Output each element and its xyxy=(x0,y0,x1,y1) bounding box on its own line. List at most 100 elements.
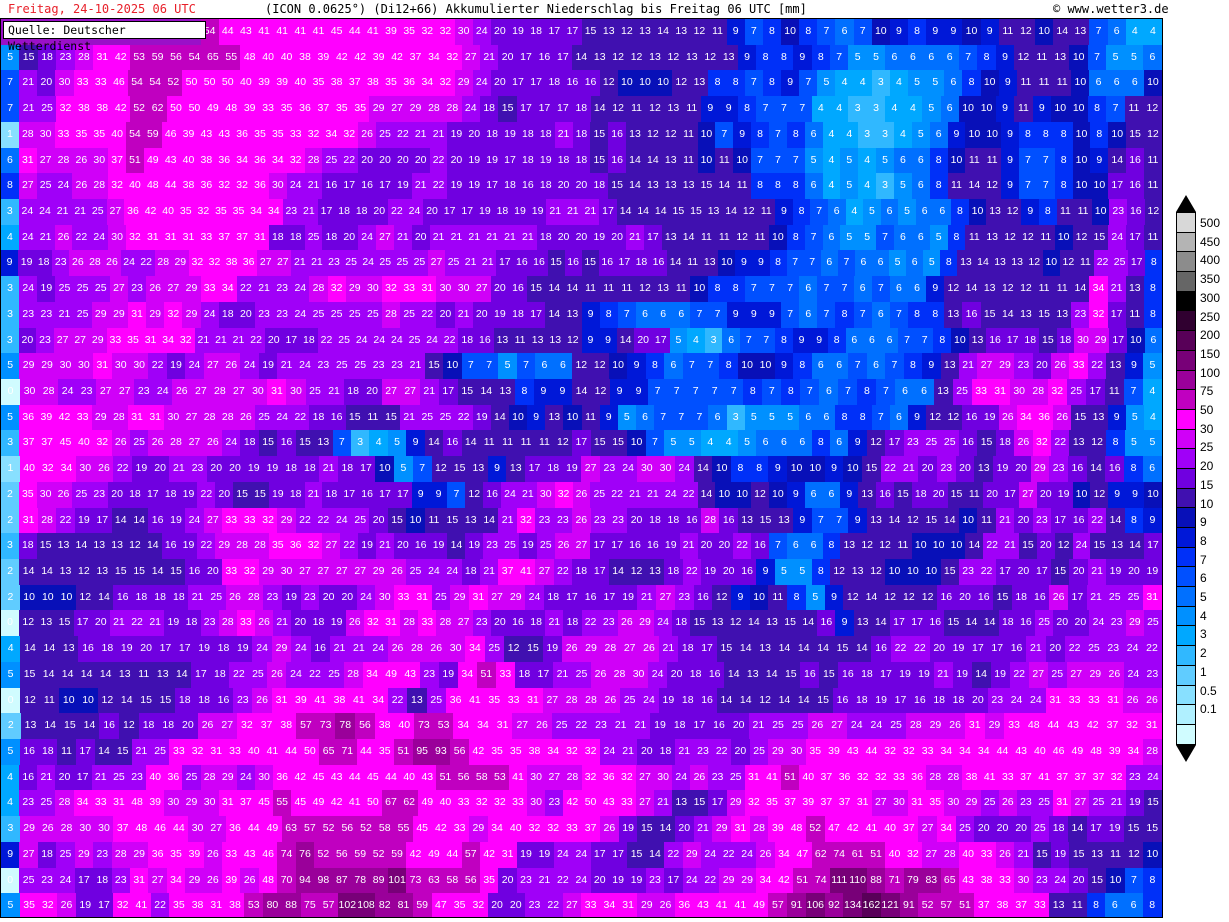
precip-value: 7 xyxy=(786,250,804,277)
precip-value: 20 xyxy=(91,610,110,637)
precip-value: 22 xyxy=(719,841,738,868)
precip-value: 11 xyxy=(977,507,996,534)
precip-value: 34 xyxy=(457,661,477,688)
precip-value: 13 xyxy=(983,224,1002,251)
precip-value: 6 xyxy=(635,301,655,328)
precip-value: 17 xyxy=(93,507,112,534)
precip-value: 16 xyxy=(876,481,894,508)
precip-value: 21 xyxy=(630,713,651,739)
precip-value: 53 xyxy=(129,44,149,71)
precip-value: 7 xyxy=(744,276,763,302)
precip-value: 31 xyxy=(1103,687,1123,714)
precip-value: 24 xyxy=(370,327,389,354)
precip-value: 24 xyxy=(185,507,204,534)
grid-row: 6 31 27 28 26 30 37 51 49 43 40 38 36 34 36 34 32 28 25 22 2… xyxy=(1,147,1162,174)
legend-swatch xyxy=(1176,449,1196,469)
precip-value: 17 xyxy=(600,584,619,611)
precip-value: 7 xyxy=(871,404,890,431)
precip-value: 15 xyxy=(781,661,801,688)
precip-value: 93 xyxy=(431,739,451,765)
precip-value: 21 xyxy=(564,199,582,225)
precip-value: 8 xyxy=(835,404,854,431)
grid-row: 0 30 28 24 23 27 27 23 24 26 27 28 27 30 31 30 25 21 18 20 2… xyxy=(1,379,1162,405)
precip-value: 20 xyxy=(358,147,377,174)
precip-value: 31 xyxy=(1142,584,1162,611)
precip-value: 37 xyxy=(1071,764,1090,791)
precip-value: 7 xyxy=(1106,96,1125,122)
precip-value: 9 xyxy=(1126,481,1144,508)
precip-value: 10 xyxy=(1143,70,1162,97)
precip-value: 71 xyxy=(885,867,904,894)
precip-value: 28 xyxy=(600,636,620,662)
precip-value: 11 xyxy=(751,224,769,251)
precip-value: 20 xyxy=(1011,816,1031,842)
precip-value: 7 xyxy=(708,301,727,328)
precip-value: 12 xyxy=(564,327,582,354)
precip-value: 19 xyxy=(701,559,720,585)
precip-value: 33 xyxy=(998,764,1017,791)
precip-value: 33 xyxy=(225,739,245,765)
precip-value: 11 xyxy=(1053,276,1072,302)
precip-value: 11 xyxy=(57,739,76,765)
precip-value: 4 xyxy=(1143,404,1162,431)
precip-value: 16 xyxy=(974,584,994,611)
precip-value: 44 xyxy=(862,739,881,765)
precip-value: 15 xyxy=(1124,816,1143,842)
precip-value: 34 xyxy=(1089,276,1108,302)
precip-value: 17 xyxy=(376,481,394,508)
precip-value: 32 xyxy=(258,507,278,534)
precip-value: 14 xyxy=(799,610,818,637)
precip-value: 45 xyxy=(56,430,75,457)
grid-row: 0 12 13 15 17 20 21 22 21 19 18 23 28 33 26 21 20 18 19 26 3… xyxy=(1,610,1162,637)
precip-value: 36 xyxy=(215,147,234,174)
precip-value: 8 xyxy=(1054,147,1073,174)
precip-value: 24 xyxy=(286,173,305,199)
precip-value: 28 xyxy=(407,636,427,662)
precip-value: 23 xyxy=(263,584,282,611)
precip-value: 12 xyxy=(20,687,40,714)
precip-value: 27 xyxy=(53,327,72,354)
precip-value: 21 xyxy=(501,224,519,251)
precip-value: 26 xyxy=(254,610,274,637)
precip-value: 17 xyxy=(599,199,617,225)
precip-value: 21 xyxy=(693,816,713,842)
precip-value: 17 xyxy=(590,559,609,585)
precip-value: 3 xyxy=(1,199,19,225)
precip-value: 25 xyxy=(571,661,591,688)
precip-value: 40 xyxy=(126,173,144,199)
precip-value: 17 xyxy=(1003,327,1022,354)
precip-value: 12 xyxy=(739,199,758,225)
precip-value: 52 xyxy=(319,816,338,842)
precip-value: 5 xyxy=(893,173,912,199)
precip-value: 13 xyxy=(848,559,867,585)
precip-value: 18 xyxy=(948,687,969,714)
precip-value: 23 xyxy=(1109,199,1127,225)
precip-value: 26 xyxy=(1049,584,1068,611)
precip-value: 5 xyxy=(929,224,948,251)
precip-value: 10 xyxy=(983,121,1002,148)
precip-value: 78 xyxy=(351,867,370,894)
legend-label: 50 xyxy=(1200,403,1214,417)
precip-value: 7 xyxy=(781,301,800,328)
precip-value: 7 xyxy=(1018,147,1037,174)
precip-value: 23 xyxy=(545,790,564,817)
precip-value: 32 xyxy=(525,816,544,842)
precip-value: 17 xyxy=(1085,379,1105,405)
precip-value: 8 xyxy=(781,379,801,405)
precip-value: 6 xyxy=(654,301,673,328)
precip-value: 23 xyxy=(1049,456,1068,482)
precip-value: 15 xyxy=(1142,816,1162,842)
precip-value: 10 xyxy=(1072,481,1091,508)
precip-value: 48 xyxy=(258,867,278,894)
precip-value: 27 xyxy=(427,250,446,277)
precip-value: 11 xyxy=(1124,96,1144,122)
precip-value: 16 xyxy=(508,610,528,637)
precip-value: 12 xyxy=(983,173,1002,199)
precip-value: 23 xyxy=(708,764,727,791)
precip-value: 24 xyxy=(553,841,573,868)
precip-value: 79 xyxy=(903,867,923,894)
precip-value: 31 xyxy=(206,893,226,917)
precip-value: 41 xyxy=(254,19,274,45)
copyright-link[interactable]: © www.wetter3.de xyxy=(1053,2,1169,16)
precip-value: 14 xyxy=(852,636,872,662)
